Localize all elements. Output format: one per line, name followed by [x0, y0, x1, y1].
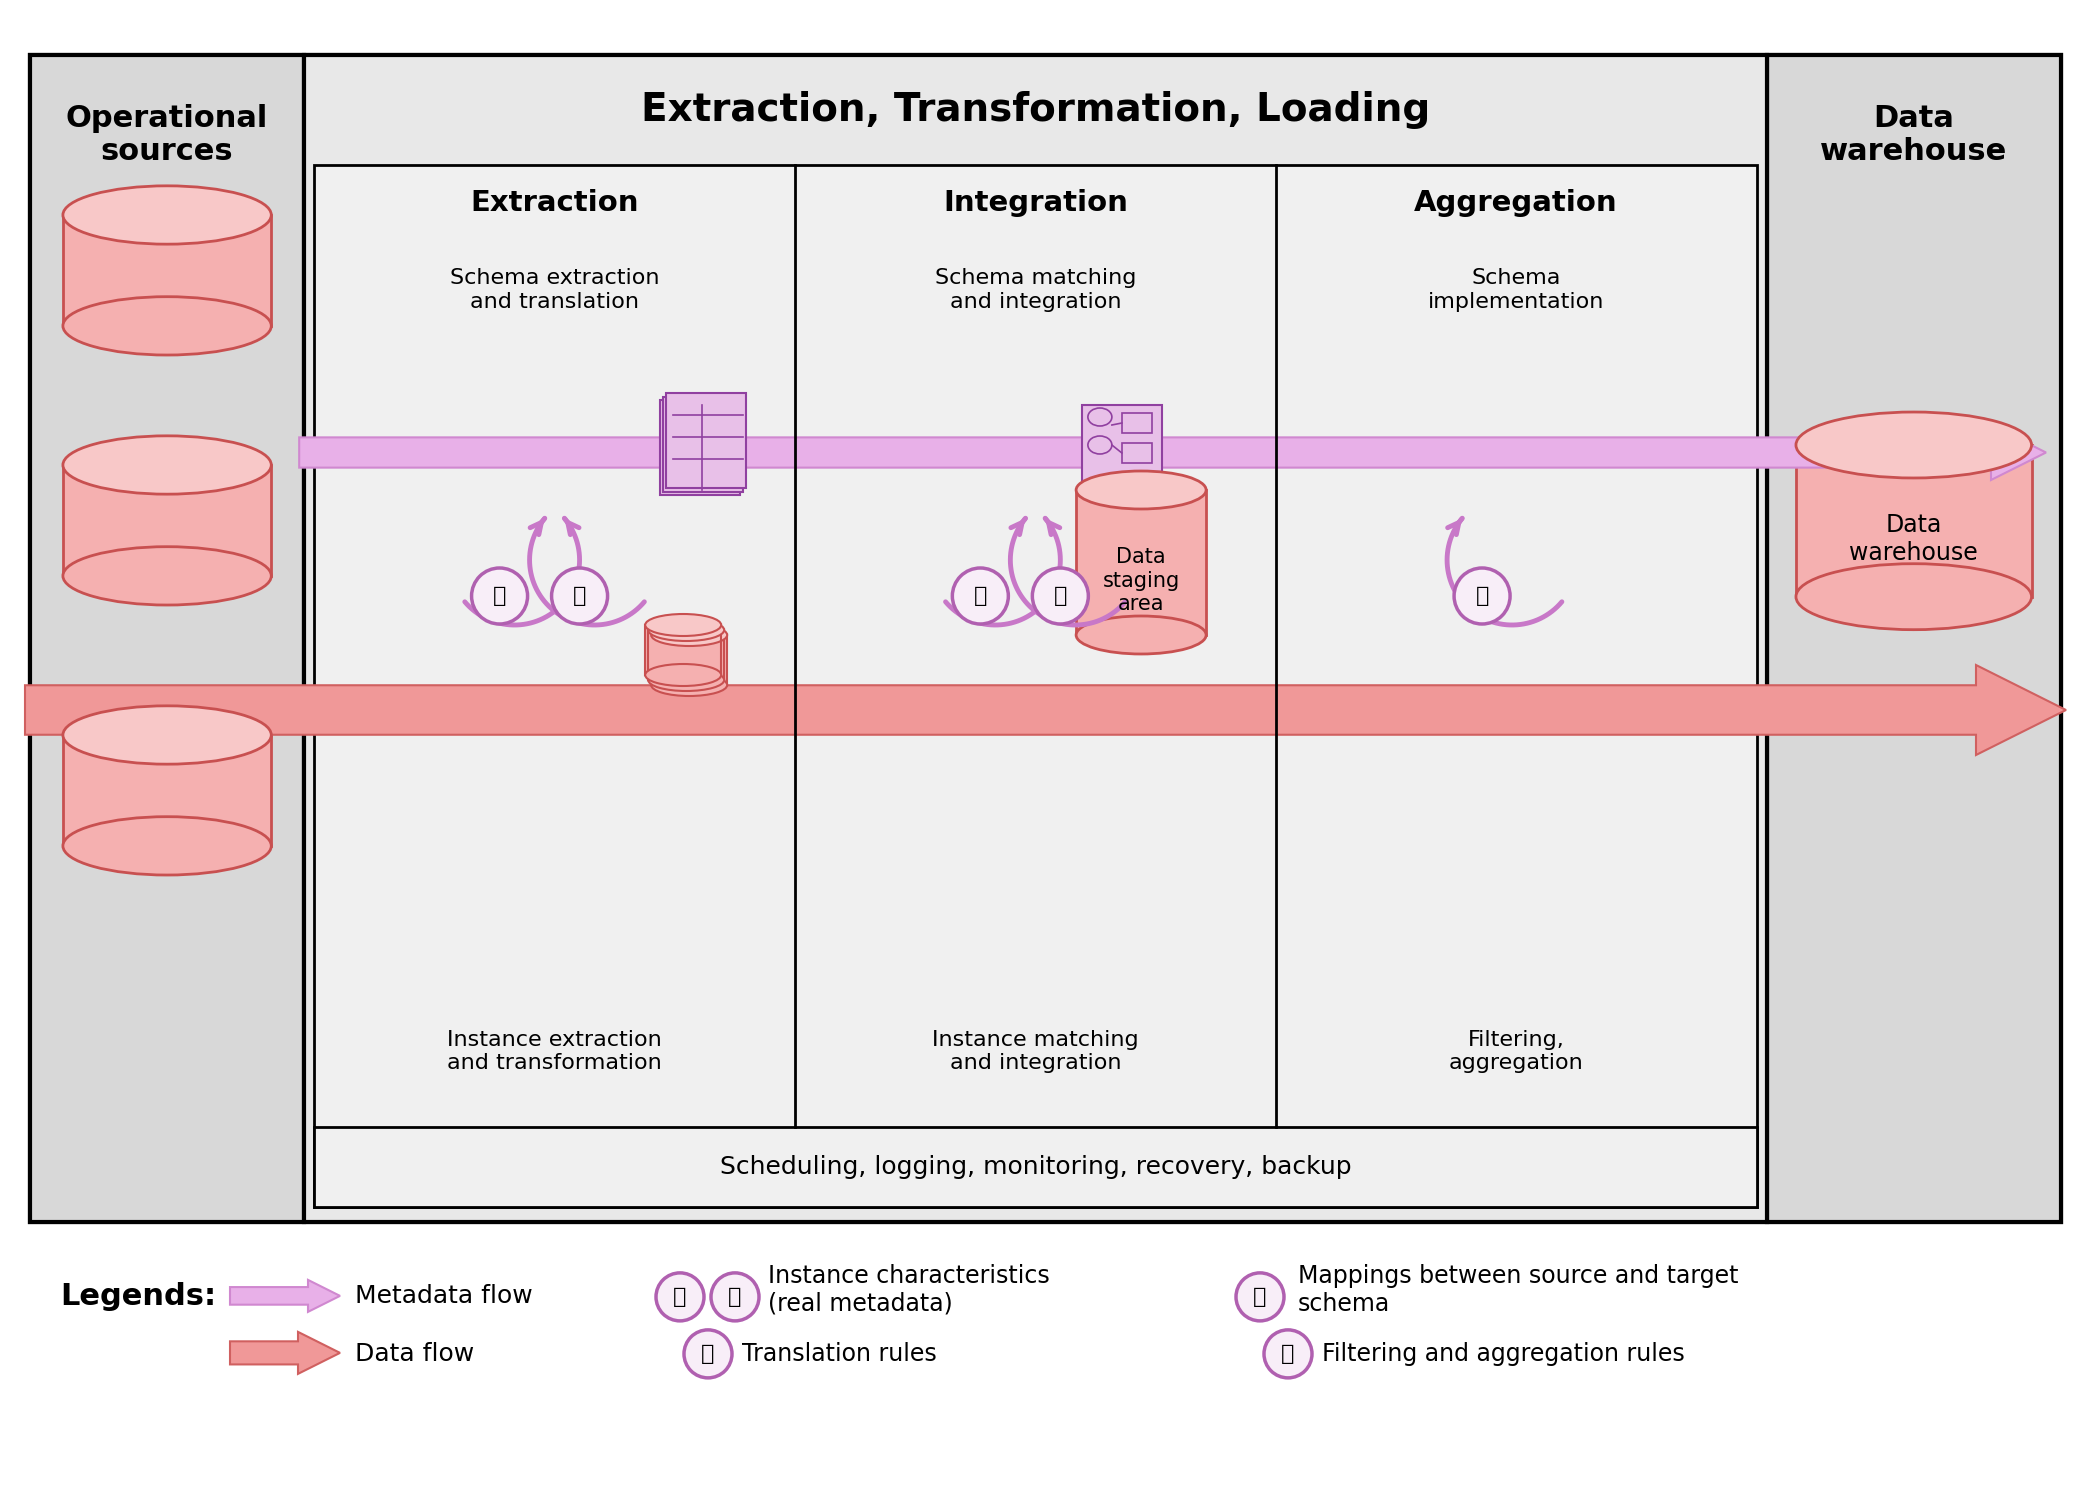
Bar — [646, 625, 721, 675]
Bar — [1796, 444, 2032, 597]
Text: Schema
implementation: Schema implementation — [1428, 268, 1604, 311]
Circle shape — [473, 568, 527, 624]
Text: Filtering and aggregation rules: Filtering and aggregation rules — [1322, 1342, 1685, 1366]
Bar — [1077, 491, 1207, 634]
Polygon shape — [299, 425, 2045, 480]
Text: Instance extraction
and transformation: Instance extraction and transformation — [447, 1031, 663, 1074]
Bar — [29, 55, 2062, 1222]
Text: Data
staging
area: Data staging area — [1102, 548, 1179, 613]
Text: Scheduling, logging, monitoring, recovery, backup: Scheduling, logging, monitoring, recover… — [719, 1155, 1351, 1179]
Text: Aggregation: Aggregation — [1414, 188, 1618, 217]
Ellipse shape — [648, 619, 723, 640]
Bar — [650, 634, 728, 685]
Text: Instance matching
and integration: Instance matching and integration — [933, 1031, 1140, 1074]
Text: ①: ① — [673, 1287, 686, 1308]
Text: ②: ② — [700, 1343, 715, 1364]
Text: Extraction, Transformation, Loading: Extraction, Transformation, Loading — [640, 91, 1430, 129]
Circle shape — [1263, 1330, 1311, 1378]
Text: Integration: Integration — [943, 188, 1127, 217]
Bar — [63, 215, 272, 326]
Text: Data
warehouse: Data warehouse — [1819, 103, 2007, 166]
Ellipse shape — [648, 669, 723, 691]
Text: Data
warehouse: Data warehouse — [1848, 513, 1978, 565]
Bar — [1123, 413, 1152, 432]
Bar — [1767, 55, 2062, 1222]
Bar — [1123, 443, 1152, 462]
Ellipse shape — [650, 624, 728, 646]
Text: Extraction: Extraction — [470, 188, 640, 217]
Circle shape — [657, 1273, 705, 1321]
Circle shape — [1236, 1273, 1284, 1321]
Ellipse shape — [63, 296, 272, 355]
Text: Mappings between source and target
schema: Mappings between source and target schem… — [1299, 1264, 1738, 1316]
Circle shape — [711, 1273, 759, 1321]
Ellipse shape — [1077, 471, 1207, 509]
Ellipse shape — [1796, 564, 2032, 630]
Ellipse shape — [646, 613, 721, 636]
Circle shape — [552, 568, 608, 624]
Ellipse shape — [1087, 408, 1112, 426]
Bar — [314, 1126, 1756, 1207]
Bar — [661, 399, 740, 495]
Polygon shape — [230, 1281, 341, 1312]
Text: ⑤: ⑤ — [1476, 585, 1489, 607]
Polygon shape — [230, 1331, 341, 1373]
Text: Translation rules: Translation rules — [742, 1342, 937, 1366]
Text: ⑤: ⑤ — [1282, 1343, 1294, 1364]
Bar — [314, 165, 1756, 1207]
Text: Legends:: Legends: — [61, 1282, 215, 1312]
Bar — [1081, 405, 1163, 495]
Ellipse shape — [63, 546, 272, 604]
Text: ③: ③ — [728, 1287, 742, 1308]
Ellipse shape — [63, 706, 272, 764]
Bar — [63, 735, 272, 845]
Ellipse shape — [1077, 616, 1207, 654]
Bar — [29, 55, 303, 1222]
Bar — [663, 396, 742, 492]
Ellipse shape — [1087, 435, 1112, 453]
Text: Metadata flow: Metadata flow — [355, 1284, 533, 1308]
Bar — [303, 55, 1767, 1222]
Circle shape — [1033, 568, 1087, 624]
Text: Instance characteristics
(real metadata): Instance characteristics (real metadata) — [767, 1264, 1050, 1316]
Ellipse shape — [650, 675, 728, 696]
Ellipse shape — [63, 435, 272, 494]
Ellipse shape — [63, 817, 272, 875]
Circle shape — [684, 1330, 732, 1378]
Text: ④: ④ — [1253, 1287, 1267, 1308]
Text: ④: ④ — [1054, 585, 1066, 607]
Text: Operational
sources: Operational sources — [67, 103, 268, 166]
Ellipse shape — [1796, 411, 2032, 479]
Text: Filtering,
aggregation: Filtering, aggregation — [1449, 1031, 1583, 1074]
Text: ③: ③ — [974, 585, 987, 607]
Ellipse shape — [646, 664, 721, 687]
Bar — [63, 465, 272, 576]
Text: Schema extraction
and translation: Schema extraction and translation — [450, 268, 659, 311]
Circle shape — [1453, 568, 1510, 624]
Bar — [648, 630, 723, 681]
Text: Schema matching
and integration: Schema matching and integration — [935, 268, 1135, 311]
Circle shape — [951, 568, 1008, 624]
Polygon shape — [25, 666, 2066, 755]
Text: ①: ① — [493, 585, 506, 607]
Bar — [667, 393, 746, 488]
Text: ②: ② — [573, 585, 585, 607]
Ellipse shape — [63, 186, 272, 244]
Text: Data flow: Data flow — [355, 1342, 475, 1366]
